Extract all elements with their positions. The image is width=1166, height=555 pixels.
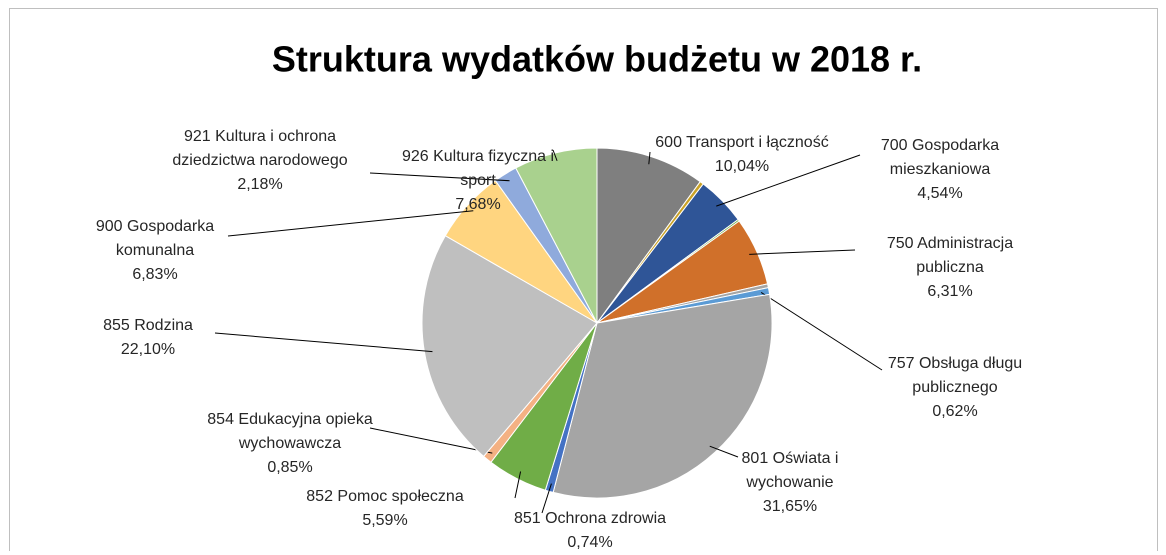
slice-category: 801 Oświata i wychowanie [741, 450, 839, 491]
data-label: 750 Administracja publiczna 6,31% [870, 232, 1030, 304]
data-label: 852 Pomoc społeczna 5,59% [280, 485, 490, 533]
slice-category: 700 Gospodarka mieszkaniowa [880, 137, 1000, 178]
chart-title: Struktura wydatków budżetu w 2018 r. [272, 39, 922, 80]
chart-border [9, 8, 1158, 551]
slice-value-label: 4,54% [917, 185, 963, 202]
slice-category: 926 Kultura fizyczna i sport [401, 148, 555, 189]
slice-value-label: 0,62% [932, 403, 978, 420]
leader-line [716, 154, 861, 207]
leader-line [709, 445, 739, 458]
pie-slice [421, 235, 598, 458]
slice-value-label: 10,04% [714, 158, 770, 175]
data-label: 854 Edukacyjna opieka wychowawcza 0,85% [200, 408, 380, 480]
data-label: 801 Oświata i wychowanie 31,65% [725, 447, 855, 519]
slice-value-label: 6,83% [132, 266, 178, 283]
slice-category: 851 Ochrona zdrowia [513, 510, 667, 527]
leader-line [227, 210, 474, 237]
leader-line [552, 149, 558, 162]
data-label: 757 Obsługa długu publicznego 0,62% [875, 352, 1035, 424]
data-label: 855 Rodzina 22,10% [68, 314, 228, 362]
slice-value-label: 31,65% [762, 498, 818, 515]
slice-category: 852 Pomoc społeczna [306, 488, 464, 505]
data-label: 851 Ochrona zdrowia 0,74% [480, 507, 700, 555]
slice-value-label: 5,59% [362, 512, 408, 529]
data-label: 700 Gospodarka mieszkaniowa 4,54% [865, 134, 1015, 206]
pie-slice [596, 147, 701, 325]
pie-slice [515, 147, 598, 324]
leader-line [749, 249, 856, 255]
data-label: 900 Gospodarka komunalna 6,83% [80, 215, 230, 287]
slice-category: 600 Transport i łączność [655, 134, 829, 151]
slice-category: 750 Administracja publiczna [886, 235, 1014, 276]
slice-value-label: 6,31% [927, 283, 973, 300]
leader-line [541, 483, 552, 514]
leader-line [369, 427, 493, 454]
slice-value-label: 2,18% [237, 176, 283, 193]
slice-category: 757 Obsługa długu publicznego [887, 355, 1023, 396]
slice-category: 854 Edukacyjna opieka wychowawcza [207, 411, 373, 452]
leader-line [648, 151, 651, 165]
leader-line [514, 471, 522, 499]
data-label: 921 Kultura i ochrona dziedzictwa narodo… [155, 125, 365, 197]
slice-category: 900 Gospodarka komunalna [95, 218, 215, 259]
slice-value-label: 22,10% [120, 341, 176, 358]
slice-category: 921 Kultura i ochrona dziedzictwa narodo… [172, 128, 348, 169]
data-label: 600 Transport i łączność 10,04% [622, 131, 862, 179]
pie-slice [552, 293, 773, 499]
leader-line [760, 292, 883, 371]
leader-line [214, 332, 433, 353]
leader-line [369, 172, 510, 182]
slice-value-label: 0,85% [267, 459, 313, 476]
slice-category: 855 Rodzina [103, 317, 193, 334]
slice-value-label: 7,68% [455, 196, 501, 213]
data-label: 926 Kultura fizyczna i sport 7,68% [386, 145, 571, 217]
slice-value-label: 0,74% [567, 534, 613, 551]
